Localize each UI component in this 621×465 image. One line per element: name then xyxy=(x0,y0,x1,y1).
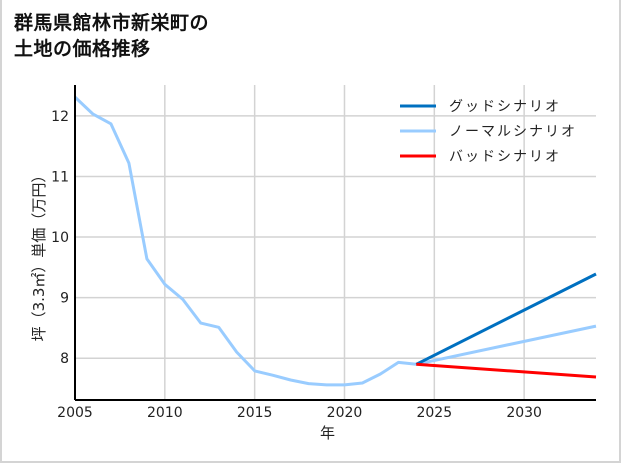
y-tick-label: 9 xyxy=(60,291,69,307)
series-line xyxy=(416,362,597,379)
x-tick-label: 2025 xyxy=(416,405,452,421)
chart-title-line2: 土地の価格推移 xyxy=(14,38,151,60)
grid-lines xyxy=(75,85,596,400)
x-axis-label: 年 xyxy=(320,424,335,442)
series-line xyxy=(415,272,597,366)
x-tick-label: 2015 xyxy=(237,405,273,421)
x-tick-label: 2010 xyxy=(147,405,183,421)
y-tick-label: 12 xyxy=(51,109,69,125)
x-tick-label: 2005 xyxy=(57,405,93,421)
x-tick-label: 2030 xyxy=(506,405,542,421)
legend-label: グッドシナリオ xyxy=(449,99,561,115)
legend-label: ノーマルシナリオ xyxy=(449,124,577,140)
chart-title-line1: 群馬県館林市新栄町の xyxy=(14,12,210,34)
legend-label: バッドシナリオ xyxy=(449,149,561,165)
axes: 2005 2010 2015 2020 2025 2030 12 11 10 9 8 年 坪（3.3㎡）… xyxy=(30,85,596,442)
y-axis-label: 坪（3.3㎡）単価（万円） xyxy=(30,168,48,342)
y-tick-label: 8 xyxy=(60,351,69,367)
chart-title: 群馬県館林市新栄町の 土地の価格推移 xyxy=(14,10,209,62)
y-tick-label: 10 xyxy=(51,230,69,246)
series-line xyxy=(73,96,597,387)
series-lines xyxy=(73,96,597,387)
x-tick-label: 2020 xyxy=(327,405,363,421)
y-tick-label: 11 xyxy=(51,169,69,185)
